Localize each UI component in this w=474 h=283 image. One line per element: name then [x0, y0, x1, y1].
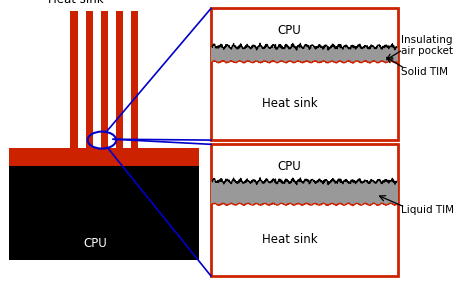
Text: Heat sink: Heat sink [262, 97, 318, 110]
Text: CPU: CPU [83, 237, 107, 250]
Bar [100, 11, 108, 148]
Bar [211, 181, 398, 204]
Text: Insulating
air pocket: Insulating air pocket [401, 35, 453, 56]
Text: Heat sink: Heat sink [48, 0, 104, 6]
Bar [116, 11, 123, 148]
Bar [85, 11, 93, 148]
Text: Liquid TIM: Liquid TIM [401, 205, 454, 215]
Bar [70, 11, 78, 148]
Bar [211, 144, 398, 276]
Bar [211, 47, 398, 62]
Text: Solid TIM: Solid TIM [401, 67, 447, 77]
Text: CPU: CPU [278, 24, 301, 37]
Bar [211, 8, 398, 140]
Bar [9, 166, 199, 260]
Bar [9, 148, 199, 166]
Text: CPU: CPU [278, 160, 301, 173]
Text: Heat sink: Heat sink [262, 233, 318, 246]
Bar [131, 11, 138, 148]
